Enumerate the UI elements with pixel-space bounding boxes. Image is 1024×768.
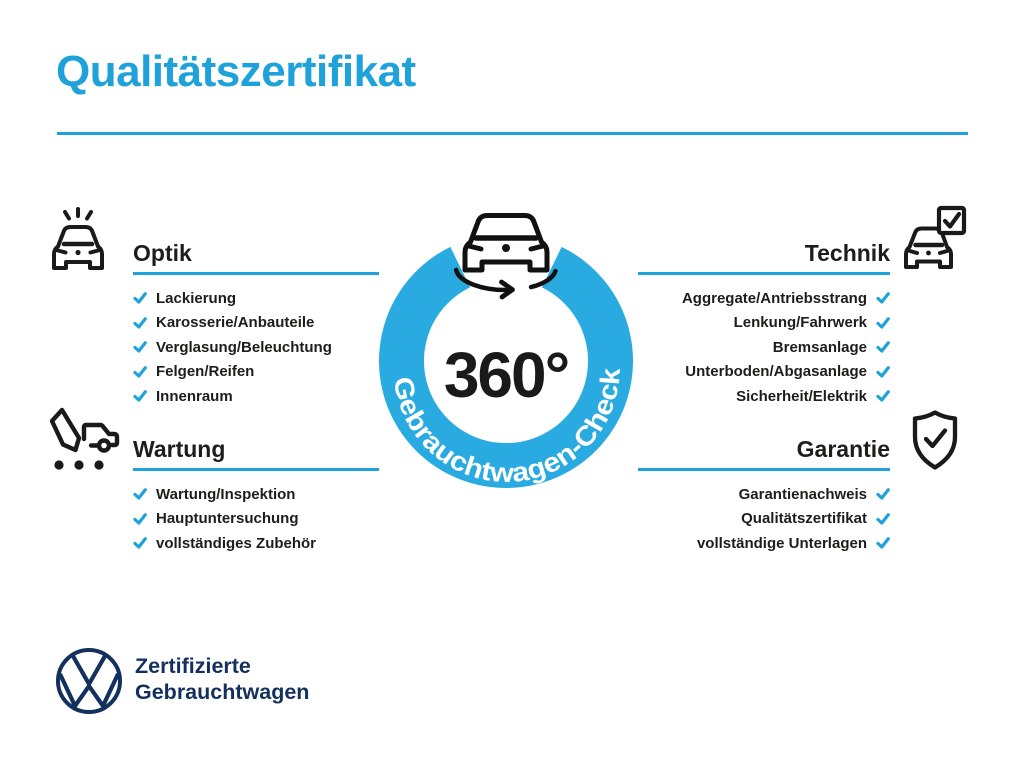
list-item: Wartung/Inspektion: [133, 482, 379, 507]
section-rule-technik: [638, 272, 890, 275]
check-icon: [876, 537, 890, 549]
car-360-rotation-icon: [453, 213, 558, 300]
brand-claim-line2: Gebrauchtwagen: [135, 680, 310, 704]
list-item: vollständiges Zubehör: [133, 531, 379, 556]
list-item-label: Felgen/Reifen: [156, 363, 255, 381]
check-icon: [133, 365, 147, 378]
list-item-label: Garantienachweis: [738, 485, 867, 503]
list-item: Innenraum: [133, 384, 379, 409]
list-item-label: Karosserie/Anbauteile: [156, 314, 315, 332]
section-technik: Technik Aggregate/Antriebsstrang Lenkung…: [638, 240, 890, 409]
brand-claim: Zertifizierte Gebrauchtwagen: [135, 653, 309, 705]
list-item: vollständige Unterlagen: [638, 531, 890, 556]
check-icon: [133, 537, 147, 549]
page-title: Qualitätszertifikat: [56, 47, 416, 96]
badge-360-check: Gebrauchtwagen-Check 360°: [340, 190, 680, 515]
check-icon: [876, 341, 890, 353]
list-item: Lackierung: [133, 286, 379, 311]
section-title-garantie: Garantie: [796, 436, 890, 462]
list-item-label: Sicherheit/Elektrik: [736, 387, 867, 405]
check-icon: [133, 390, 147, 402]
technik-list: Aggregate/Antriebsstrang Lenkung/Fahrwer…: [638, 286, 890, 409]
section-garantie: Garantie Garantienachweis Qualitätszerti…: [638, 436, 890, 556]
list-item: Unterboden/Abgasanlage: [638, 360, 890, 385]
list-item-label: Verglasung/Beleuchtung: [156, 338, 332, 356]
section-title-wartung: Wartung: [133, 436, 226, 462]
list-item: Karosserie/Anbauteile: [133, 311, 379, 336]
list-item-label: Lenkung/Fahrwerk: [733, 314, 867, 332]
list-item: Bremsanlage: [638, 335, 890, 360]
garantie-list: Garantienachweis Qualitätszertifikat vol…: [638, 482, 890, 556]
list-item-label: Hauptuntersuchung: [156, 510, 299, 528]
vw-logo: [54, 646, 124, 721]
list-item-label: vollständige Unterlagen: [696, 534, 867, 552]
check-icon: [133, 512, 147, 525]
list-item-label: Aggregate/Antriebsstrang: [681, 289, 867, 307]
list-item: Sicherheit/Elektrik: [638, 384, 890, 409]
section-optik: Optik Lackierung Karosserie/Anbauteile V…: [133, 240, 379, 409]
section-title-technik: Technik: [804, 240, 890, 266]
optik-list: Lackierung Karosserie/Anbauteile Verglas…: [133, 286, 379, 409]
list-item: Lenkung/Fahrwerk: [638, 311, 890, 336]
list-item: Aggregate/Antriebsstrang: [638, 286, 890, 311]
wartung-list: Wartung/Inspektion Hauptuntersuchung vol…: [133, 482, 379, 556]
degrees-label: 360°: [444, 339, 568, 411]
check-icon: [876, 292, 890, 304]
list-item-label: Wartung/Inspektion: [156, 485, 296, 503]
check-icon: [133, 488, 147, 500]
check-icon: [876, 365, 890, 378]
list-item: Garantienachweis: [638, 482, 890, 507]
list-item: Qualitätszertifikat: [638, 507, 890, 532]
section-rule-garantie: [638, 468, 890, 471]
list-item-label: Unterboden/Abgasanlage: [685, 363, 867, 381]
pencil-service-car-icon: [43, 404, 123, 479]
check-icon: [133, 292, 147, 304]
list-item-label: vollständiges Zubehör: [156, 534, 317, 552]
check-icon: [876, 316, 890, 329]
check-icon: [133, 341, 147, 353]
section-title-optik: Optik: [133, 240, 192, 266]
car-shine-icon: [47, 206, 109, 277]
check-icon: [133, 316, 147, 329]
check-icon: [876, 390, 890, 402]
list-item: Hauptuntersuchung: [133, 507, 379, 532]
list-item: Verglasung/Beleuchtung: [133, 335, 379, 360]
check-icon: [876, 488, 890, 500]
list-item-label: Bremsanlage: [772, 338, 867, 356]
car-checkbox-icon: [901, 205, 967, 276]
list-item-label: Innenraum: [156, 387, 233, 405]
list-item-label: Qualitätszertifikat: [741, 510, 867, 528]
section-rule-optik: [133, 272, 379, 275]
shield-check-icon: [906, 409, 964, 477]
header-divider: [57, 132, 968, 135]
check-icon: [876, 512, 890, 525]
brand-claim-line1: Zertifizierte: [135, 654, 251, 678]
section-wartung: Wartung Wartung/Inspektion Hauptuntersuc…: [133, 436, 379, 556]
list-item: Felgen/Reifen: [133, 360, 379, 385]
list-item-label: Lackierung: [156, 289, 237, 307]
ring-360: [379, 246, 633, 489]
section-rule-wartung: [133, 468, 379, 471]
